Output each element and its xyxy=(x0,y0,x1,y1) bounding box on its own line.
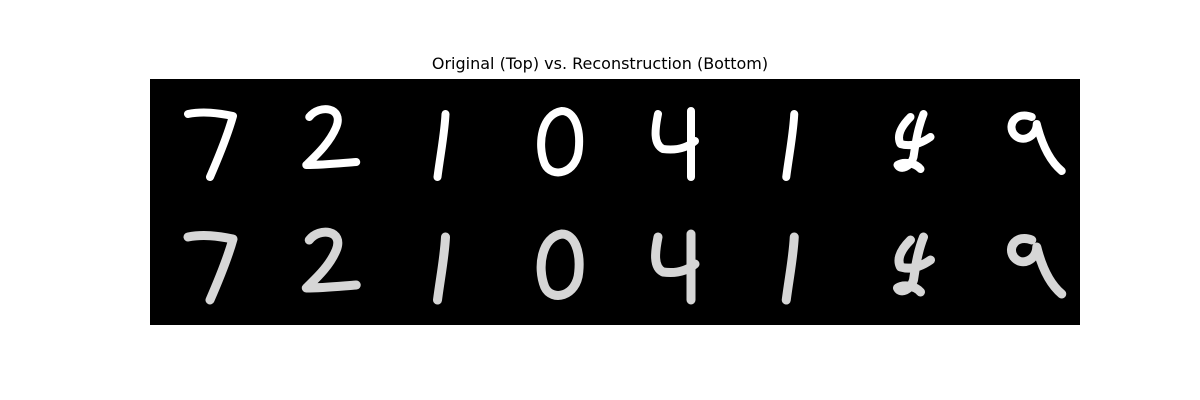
reconstruction-digit-1 xyxy=(301,227,361,293)
original-digit-7 xyxy=(1007,111,1066,175)
reconstruction-digit-5 xyxy=(781,232,799,305)
original-digit-3 xyxy=(537,107,584,177)
reconstruction-digit-6 xyxy=(893,232,935,297)
digit-grid-svg xyxy=(183,105,1067,305)
reconstruction-digit-3 xyxy=(536,229,584,300)
original-digit-1 xyxy=(302,105,361,169)
original-digit-5 xyxy=(782,110,799,181)
original-digit-6 xyxy=(893,110,935,173)
original-digit-4 xyxy=(651,107,699,181)
original-digit-2 xyxy=(433,110,450,181)
reconstruction-digit-4 xyxy=(651,229,700,305)
original-digit-0 xyxy=(184,108,237,181)
reconstruction-digit-2 xyxy=(433,232,450,305)
figure-title: Original (Top) vs. Reconstruction (Botto… xyxy=(431,54,769,73)
reconstruction-digit-0 xyxy=(183,231,238,305)
reconstruction-digit-7 xyxy=(1007,234,1067,299)
digit-image-grid xyxy=(150,79,1080,325)
